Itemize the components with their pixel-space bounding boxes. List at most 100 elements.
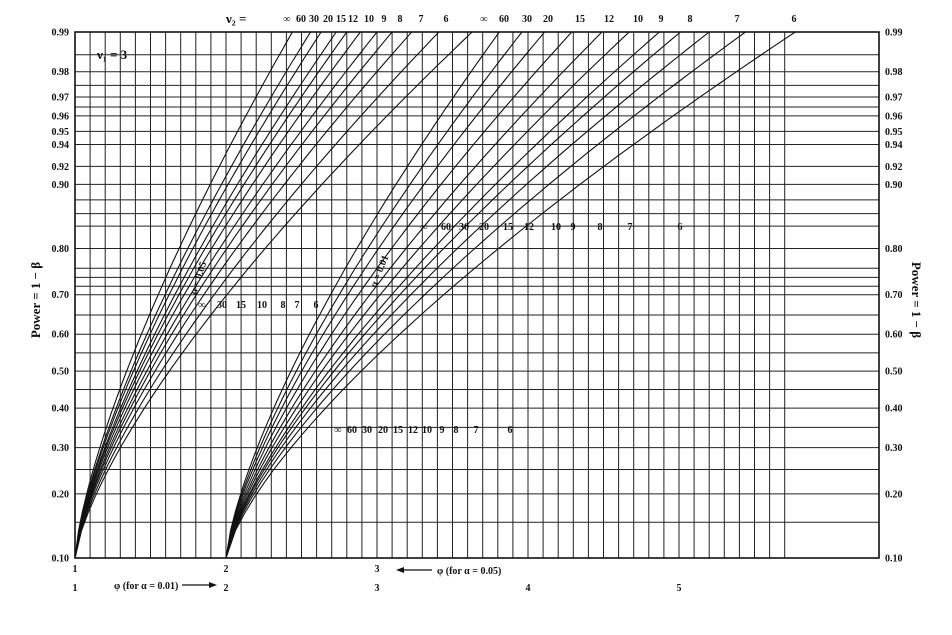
nu2-label-alpha-001-mid: 60: [441, 222, 451, 233]
power-curve: [225, 31, 710, 559]
power-curve: [225, 31, 523, 559]
plot-frame: [74, 31, 880, 559]
nu2-label-alpha-001-mid: 7: [628, 222, 633, 233]
y-tick-label-right: 0.30: [885, 443, 903, 454]
nu2-label-alpha-001-low: 60: [347, 425, 357, 436]
nu2-label-alpha-005: 30: [309, 14, 319, 25]
y-tick-label-left: 0.95: [52, 127, 70, 138]
y-tick-label-left: 0.50: [52, 367, 70, 378]
y-tick-label-right: 0.96: [885, 111, 903, 122]
nu2-label-alpha-001: 8: [688, 14, 693, 25]
nu2-label-alpha-005-mid: 10: [257, 300, 267, 311]
y-tick-label-left: 0.90: [52, 180, 70, 191]
nu2-label-alpha-005-mid: 6: [314, 300, 319, 311]
nu2-label-alpha-005-mid: 30: [217, 300, 227, 311]
y-tick-label-right: 0.60: [885, 330, 903, 341]
power-curve: [225, 31, 630, 559]
nu2-label-alpha-001-low: 20: [378, 425, 388, 436]
y-tick-label-left: 0.10: [52, 554, 70, 565]
y-axis-label-right: Power = 1 − β: [909, 262, 924, 338]
nu2-label-alpha-005: 8: [398, 14, 403, 25]
x-tick-label-alpha-005: 5: [677, 583, 682, 594]
y-tick-label-right: 0.80: [885, 244, 903, 255]
y-tick-label-right: 0.92: [885, 162, 903, 173]
x-tick-label-alpha-005: 1: [73, 583, 78, 594]
nu2-label-alpha-005: 6: [444, 14, 449, 25]
nu2-label-alpha-005-mid: 8: [281, 300, 286, 311]
power-curve: [74, 31, 361, 559]
nu2-label-alpha-001-mid: 12: [524, 222, 534, 233]
power-curve: [225, 31, 796, 559]
nu2-label-alpha-001: 15: [575, 14, 585, 25]
nu2-label-alpha-001: 12: [604, 14, 614, 25]
y-tick-label-right: 0.99: [885, 28, 903, 39]
y-tick-label-left: 0.97: [52, 92, 70, 103]
nu2-label-alpha-001-mid: 10: [551, 222, 561, 233]
x-tick-label-alpha-005: 3: [375, 583, 380, 594]
power-curve: [225, 31, 660, 559]
nu2-label-alpha-001-low: ∞: [334, 425, 341, 436]
nu2-label-alpha-001-low: 6: [508, 425, 513, 436]
y-tick-label-left: 0.20: [52, 489, 70, 500]
power-curve: [225, 31, 603, 559]
nu2-label-alpha-001: ∞: [480, 14, 487, 25]
nu2-label-alpha-001-low: 7: [474, 425, 479, 436]
nu2-label-alpha-001-low: 10: [422, 425, 432, 436]
power-curve: [225, 31, 573, 559]
x-axis-label-alpha-005: φ (for α = 0.05): [437, 566, 501, 577]
power-curve: [74, 31, 440, 559]
x-tick-label-alpha-001: 2: [224, 564, 229, 575]
nu2-label-alpha-005: 10: [364, 14, 374, 25]
curve-labels: ∞ 60 30 20 15 12 10 9 8 7 6 ∞ 60 30 20 15 12 10 9 8 7 6∞ 30 15 1…: [188, 14, 796, 436]
x-tick-label-alpha-005: 2: [224, 583, 229, 594]
nu2-label-alpha-001-low: 30: [362, 425, 372, 436]
nu2-label-alpha-001: 60: [499, 14, 509, 25]
nu2-label-alpha-005: 7: [419, 14, 424, 25]
y-tick-label-left: 0.99: [52, 28, 70, 39]
y-tick-label-left: 0.40: [52, 404, 70, 415]
power-curve: [74, 31, 312, 559]
y-tick-label-right: 0.70: [885, 290, 903, 301]
nu2-label-alpha-001: 30: [522, 14, 532, 25]
y-tick-label-right: 0.50: [885, 367, 903, 378]
nu2-label-alpha-001: 9: [659, 14, 664, 25]
nu2-label-alpha-005: 12: [348, 14, 358, 25]
nu2-label-alpha-001-mid: 9: [571, 222, 576, 233]
y-tick-label-left: 0.92: [52, 162, 70, 173]
nu2-label-alpha-005-mid: ∞: [198, 300, 205, 311]
nu2-label-alpha-005: 9: [382, 14, 387, 25]
nu2-label-alpha-005: ∞: [283, 14, 290, 25]
y-tick-label-right: 0.20: [885, 489, 903, 500]
nu2-label-alpha-001-low: 12: [408, 425, 418, 436]
nu2-label-alpha-001-low: 8: [454, 425, 459, 436]
power-curve: [74, 31, 393, 559]
power-curve: [74, 31, 413, 559]
nu2-label-alpha-001-low: 9: [440, 425, 445, 436]
nu2-label-alpha-001-mid: 15: [503, 222, 513, 233]
power-curve: [74, 31, 337, 559]
nu1-label: ν₁ = 3: [96, 47, 128, 62]
nu2-label-alpha-005: 15: [336, 14, 346, 25]
x-tick-labels: 1 2 3 1 2 3 4 5: [73, 564, 682, 594]
arrow-alpha-005-icon: [396, 567, 432, 573]
arrow-alpha-001-icon: [182, 582, 217, 588]
power-curve: [225, 31, 546, 559]
nu2-label-alpha-005-mid: 15: [236, 300, 246, 311]
nu2-label-alpha-001: 10: [633, 14, 643, 25]
y-axis-label-left: Power = 1 − β: [28, 262, 43, 338]
y-tick-label-right: 0.98: [885, 67, 903, 78]
curves: [74, 31, 796, 559]
nu2-label-alpha-005: 60: [296, 14, 306, 25]
nu2-label-alpha-001-mid: 30: [459, 222, 469, 233]
y-tick-label-right: 0.10: [885, 554, 903, 565]
nu2-prefix: ν₂ =: [225, 11, 246, 26]
y-tick-label-right: 0.97: [885, 92, 903, 103]
power-curve: [225, 31, 500, 559]
y-tick-label-left: 0.70: [52, 290, 70, 301]
nu2-label-alpha-001-mid: 8: [598, 222, 603, 233]
nu2-label-alpha-001-mid: ∞: [420, 222, 427, 233]
power-curve: [74, 31, 378, 559]
power-curve: [225, 31, 681, 559]
nu2-label-alpha-001-mid: 6: [678, 222, 683, 233]
